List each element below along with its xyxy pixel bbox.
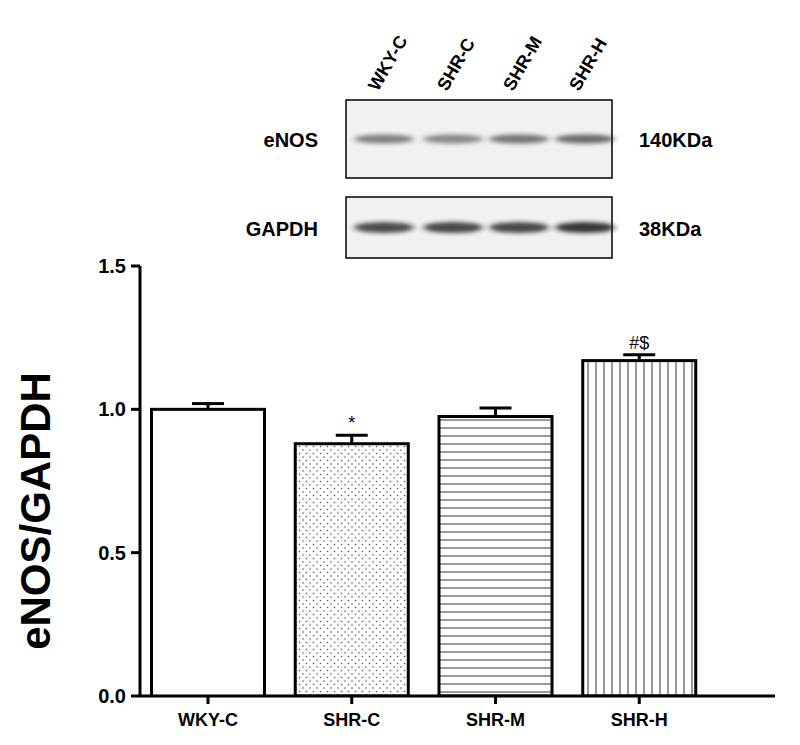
blot-label: GAPDH: [246, 218, 318, 240]
x-tick: [207, 696, 210, 704]
y-tick-label: 1.0: [98, 398, 126, 420]
significance: #$: [629, 333, 649, 353]
significance: *: [348, 413, 355, 433]
bar: [583, 361, 696, 696]
blot-size: 38KDa: [639, 218, 702, 240]
y-tick: [131, 551, 140, 554]
blot-band: [489, 222, 549, 233]
lane-label: WKY-C: [364, 32, 411, 94]
error-bar: [192, 404, 224, 410]
lane-label: SHR-H: [565, 35, 611, 94]
blot-band: [423, 222, 483, 233]
y-tick-label: 1.5: [98, 255, 126, 277]
bar: [439, 417, 552, 697]
error-bar: [480, 408, 512, 417]
lane-label: SHR-C: [433, 35, 479, 94]
y-axis-label: eNOS/GAPDH: [12, 372, 59, 650]
blot-band: [489, 135, 549, 144]
blot-band: [354, 135, 414, 144]
bars: [152, 355, 696, 696]
y-tick: [131, 695, 140, 698]
error-cap: [192, 402, 224, 405]
y-tick-label: 0.0: [98, 685, 126, 707]
blot-band: [555, 222, 615, 233]
x-tick-label: SHR-M: [466, 710, 525, 730]
blot-label: eNOS: [264, 129, 318, 151]
chart: 0.0 0.5 1.0 1.5 eNOS/GAPDH WKY-C SHR-C * SHR-M SH…: [0, 0, 800, 745]
error-cap: [623, 353, 655, 356]
blot-band: [423, 135, 483, 144]
x-tick-label: SHR-H: [611, 710, 668, 730]
error-cap: [480, 406, 512, 409]
bar: [152, 409, 265, 696]
error-cap: [336, 434, 368, 437]
y-tick: [131, 408, 140, 411]
blot-band: [354, 222, 414, 233]
bar: [295, 444, 408, 696]
y-tick-label: 0.5: [98, 542, 126, 564]
x-tick: [494, 696, 497, 704]
x-tick: [638, 696, 641, 704]
blot-size: 140KDa: [639, 129, 713, 151]
x-tick: [350, 696, 353, 704]
error-bar: [623, 355, 655, 361]
blot-band: [555, 135, 615, 144]
lane-label: SHR-M: [499, 33, 546, 94]
y-tick: [131, 265, 140, 268]
y-axis: [139, 266, 142, 696]
error-bar: [336, 435, 368, 444]
x-tick-label: WKY-C: [178, 710, 238, 730]
x-tick-label: SHR-C: [323, 710, 380, 730]
